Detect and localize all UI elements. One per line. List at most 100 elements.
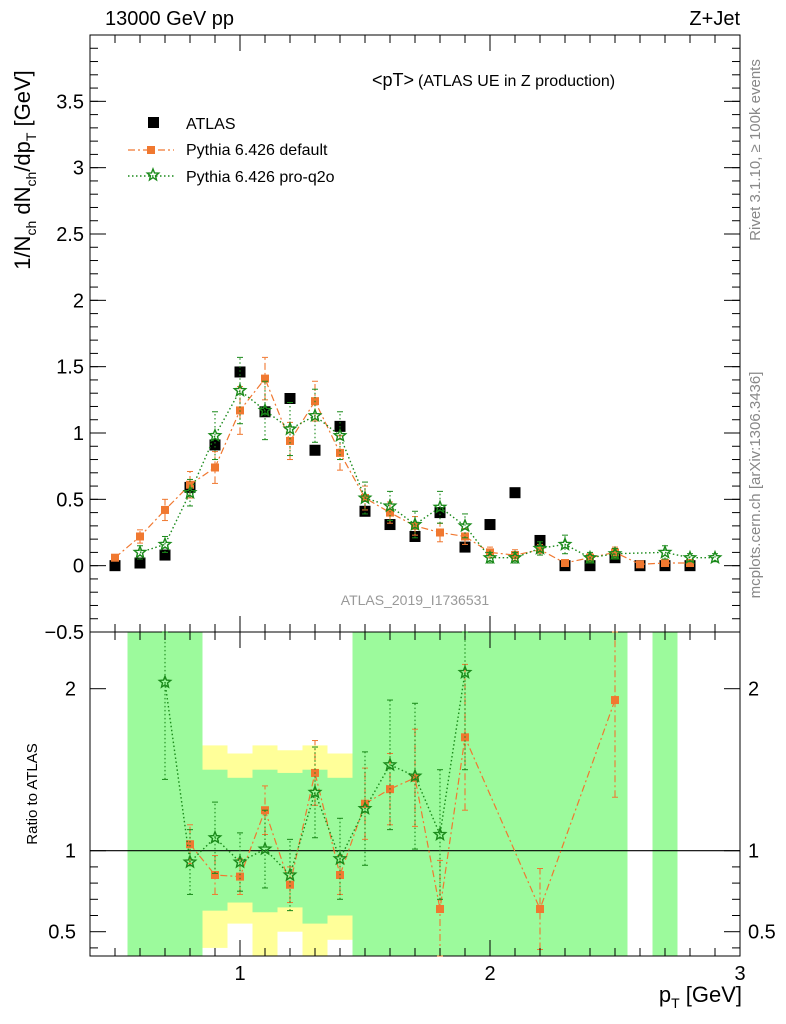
main-point-square (136, 532, 144, 541)
main-title: <pT> (372, 70, 414, 90)
main-point-atlas (359, 505, 371, 517)
ratio-band-green (502, 632, 528, 956)
ratio-ytick-label-right: 0.5 (748, 922, 776, 944)
main-point-star (607, 545, 623, 561)
main-ytick-label: −0.5 (45, 622, 84, 644)
legend: ATLAS Pythia 6.426 default Pythia 6.426 … (128, 116, 335, 186)
main-ytick-label: 3.5 (56, 91, 84, 113)
main-point-atlas (284, 393, 296, 405)
main-point-square (111, 553, 119, 562)
main-point-star (307, 407, 323, 423)
ratio-point-square (436, 905, 444, 914)
main-point-square (411, 521, 419, 530)
main-point-square (286, 436, 294, 445)
header-right: Z+Jet (689, 8, 740, 30)
ratio-point-star (357, 800, 373, 815)
x-axis: 1 2 3 (114, 35, 746, 985)
main-point-star (532, 540, 548, 555)
main-point-star (157, 536, 173, 551)
legend-label-atlas: ATLAS (186, 116, 236, 133)
main-point-atlas (309, 444, 321, 456)
ratio-series-group (157, 631, 619, 957)
ratio-point-square (211, 871, 219, 879)
main-point-square (386, 508, 394, 517)
main-point-star (432, 499, 448, 514)
legend-label-default: Pythia 6.426 default (186, 142, 328, 159)
ratio-point-star (257, 841, 273, 856)
ratio-band-green (552, 632, 578, 956)
main-y-axis: −0.5 0 0.5 1 1.5 2 2.5 3 3.5 (45, 47, 740, 644)
rivet-version: Rivet 3.1.10, ≥ 100k events (747, 59, 764, 241)
main-ytick-label: 3 (73, 158, 84, 180)
main-point-square (336, 448, 344, 457)
svg-text:1/Nch dNch/dpT [GeV]: 1/Nch dNch/dpT [GeV] (10, 70, 39, 270)
main-point-square (686, 559, 694, 568)
main-point-atlas (459, 541, 471, 553)
main-line-square (114, 377, 690, 565)
ratio-point-star (282, 867, 298, 882)
main-point-star (407, 516, 423, 531)
main-point-square (636, 560, 644, 569)
main-point-square (511, 551, 519, 560)
main-point-square (661, 559, 669, 568)
ratio-point-square (611, 696, 619, 705)
main-point-square (211, 463, 219, 472)
main-point-star (132, 544, 148, 559)
main-point-atlas (384, 519, 396, 531)
main-point-star (182, 484, 198, 500)
ratio-point-star (182, 854, 198, 869)
main-point-star (457, 517, 473, 533)
main-point-star (682, 549, 698, 565)
ratio-point-star (307, 784, 323, 799)
ratio-band-green (577, 632, 603, 956)
main-ytick-label: 2.5 (56, 224, 84, 246)
main-ytick-label: 0.5 (56, 489, 84, 511)
legend-marker-default (147, 146, 155, 154)
main-line-star (139, 389, 715, 559)
main-point-atlas (234, 366, 246, 378)
ratio-band-green (652, 632, 678, 956)
main-point-atlas (259, 406, 271, 418)
main-point-star (357, 490, 373, 505)
x-axis-label: pT [GeV] (659, 982, 742, 1011)
ratio-point-star (432, 826, 448, 841)
ratio-point-square (536, 905, 544, 914)
main-point-star (282, 421, 298, 436)
legend-label-proq2o: Pythia 6.426 pro-q2o (186, 169, 335, 186)
main-point-star (582, 549, 598, 565)
main-point-atlas (134, 557, 146, 569)
ratio-point-square (186, 840, 194, 849)
x-tick-label: 3 (734, 963, 745, 985)
ratio-ytick-label: 1 (65, 841, 76, 863)
mcplots-credit: mcplots.cern.ch [arXiv:1306.3436] (747, 372, 764, 599)
main-ytick-label: 1 (73, 423, 84, 445)
main-point-star (707, 549, 723, 565)
main-point-square (611, 548, 619, 557)
ratio-point-star (332, 850, 348, 866)
ratio-point-star (407, 768, 423, 783)
main-point-star (657, 544, 673, 559)
main-point-square (561, 559, 569, 568)
main-ytick-label: 0 (73, 556, 84, 578)
ratio-point-square (286, 880, 294, 889)
ratio-band-green (252, 769, 278, 913)
ratio-ylabel: Ratio to ATLAS (24, 743, 41, 844)
ratio-point-star (207, 829, 223, 845)
ratio-point-star (457, 664, 473, 679)
ratio-ytick-label-right: 1 (748, 841, 759, 863)
ratio-point-star (382, 756, 398, 772)
ratio-y-axis: 0.5 0.5 1 1 2 2 (48, 679, 776, 949)
legend-marker-atlas (148, 117, 159, 128)
main-series-group (109, 356, 723, 572)
main-point-star (382, 498, 398, 513)
main-point-atlas (484, 519, 496, 531)
main-point-atlas (109, 560, 121, 572)
main-point-atlas (584, 560, 596, 572)
ratio-ytick-label: 0.5 (48, 922, 76, 944)
main-point-square (261, 374, 269, 383)
main-ytick-label: 1.5 (56, 357, 84, 379)
main-point-star (257, 402, 273, 417)
main-point-star (507, 549, 523, 565)
main-point-star (557, 536, 573, 551)
